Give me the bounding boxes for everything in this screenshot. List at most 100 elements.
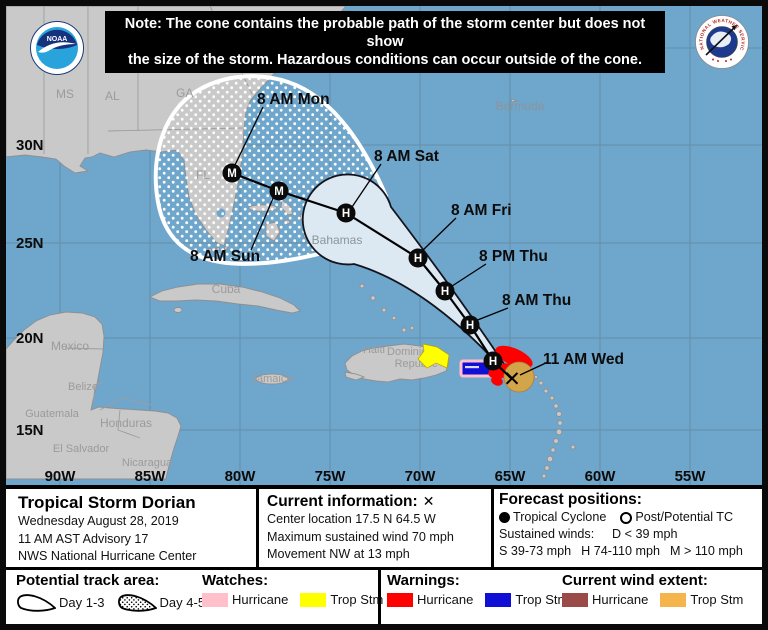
hurricane-watch-swatch [202, 592, 228, 607]
cone-note-banner: Note: The cone contains the probable pat… [105, 11, 665, 73]
track-label-11am-wed: 11 AM Wed [543, 351, 624, 368]
post-potential-tc-label: Post/Potential TC [635, 510, 734, 524]
potential-track-legend: Potential track area: Day 1-3 [16, 572, 205, 612]
storm-title: Tropical Storm Dorian [18, 493, 196, 512]
svg-text:M: M [227, 168, 237, 180]
svg-text:65W: 65W [495, 468, 527, 485]
divider [491, 489, 494, 567]
svg-text:H: H [466, 320, 474, 332]
post-potential-tc-icon [620, 511, 633, 524]
forecast-positions-heading: Forecast positions: [499, 491, 642, 508]
map: MS AL GA SC FL Bermuda Bahamas Cuba Jama… [6, 6, 762, 485]
label-pointer-lines [234, 106, 549, 376]
label-al: AL [105, 89, 120, 103]
svg-text:85W: 85W [135, 468, 167, 485]
forecast-positions-legend: Forecast positions: Tropical Cyclone Pos… [499, 491, 743, 560]
current-information: Current information: ✕ Center location 17… [267, 493, 454, 564]
track-point-8am-mon [222, 163, 242, 183]
label-el-salvador: El Salvador [53, 443, 110, 455]
wind-extent-legend: Current wind extent: Hurricane Trop Stm [562, 572, 743, 607]
land-lesser-antilles [533, 374, 576, 479]
track-label-8am-mon: 8 AM Mon [257, 91, 330, 108]
note-line2: the size of the storm. Hazardous conditi… [127, 52, 642, 68]
label-honduras: Honduras [100, 416, 152, 430]
track-label-8am-thu: 8 AM Thu [502, 292, 571, 309]
current-position-marker: ✕ [503, 367, 521, 391]
movement: Movement NW at 13 mph [267, 547, 410, 561]
track-time-labels: 11 AM Wed 8 AM Thu 8 PM Thu 8 AM Fri 8 A… [190, 91, 624, 368]
label-ga: GA [176, 86, 193, 100]
wind-category-d: D < 39 mph [612, 527, 678, 541]
hurricane-wind-swatch [562, 592, 588, 607]
track-point-8am-sun [269, 181, 289, 201]
day45-label: Day 4-5 [159, 594, 206, 610]
land-jamaica [255, 373, 289, 385]
svg-text:H: H [441, 286, 449, 298]
label-guatemala: Guatemala [25, 408, 80, 420]
label-bermuda: Bermuda [496, 99, 545, 113]
label-haiti: Haiti [363, 344, 385, 356]
storm-date: Wednesday August 28, 2019 [18, 514, 179, 528]
trop-stm-watch-swatch [300, 592, 327, 607]
label-belize: Belize [68, 381, 98, 393]
track-point-8pm-wed [483, 351, 503, 371]
wind-category-m: M > 110 mph [669, 544, 743, 558]
label-mexico: Mexico [51, 339, 89, 353]
land-bermuda [510, 98, 519, 103]
graticule-labels: 30N 25N 20N 15N 90W 85W 80W 75W 70W 65W … [16, 137, 706, 485]
svg-text:55W: 55W [675, 468, 707, 485]
trop-stm-warning-swatch [485, 592, 512, 607]
center-location: Center location 17.5 N 64.5 W [267, 512, 436, 526]
svg-text:75W: 75W [315, 468, 347, 485]
puerto-rico-label-hint [465, 366, 479, 369]
track-label-8am-sat: 8 AM Sat [374, 148, 439, 165]
label-fl: FL [196, 168, 210, 182]
trop-stm-wind-swatch [660, 592, 687, 607]
svg-text:M: M [274, 186, 284, 198]
land-isle-of-youth [173, 307, 183, 313]
trop-stm-warning-label: Trop Stm [515, 592, 569, 607]
track-label-8pm-thu: 8 PM Thu [479, 248, 548, 265]
info-panel: Tropical Storm Dorian Wednesday August 2… [6, 485, 762, 624]
current-wind-extent-trop-stm [503, 361, 535, 393]
svg-text:H: H [342, 208, 350, 220]
note-line1: Note: The cone contains the probable pat… [124, 16, 646, 50]
trop-stm-watch-label: Trop Stm [330, 592, 384, 607]
svg-text:70W: 70W [405, 468, 437, 485]
wind-category-h: H 74-110 mph [581, 544, 660, 558]
svg-text:15N: 15N [16, 422, 44, 439]
label-bahamas: Bahamas [312, 233, 363, 247]
divider [378, 570, 381, 624]
hurricane-watch-label: Hurricane [232, 592, 289, 607]
label-nicaragua: Nicaragua [122, 457, 173, 469]
label-cuba: Cuba [212, 282, 241, 296]
label-jamaica: Jamaica [252, 373, 294, 385]
warnings-heading: Warnings: [387, 572, 460, 589]
current-position-icon: ✕ [422, 494, 435, 510]
day13-label: Day 1-3 [59, 594, 105, 610]
watch-trop-stm-area [417, 343, 450, 369]
potential-track-heading: Potential track area: [16, 572, 160, 589]
noaa-logo: NOAA [30, 21, 84, 75]
svg-text:H: H [489, 356, 497, 368]
label-ms: MS [56, 87, 74, 101]
svg-text:20N: 20N [16, 330, 44, 347]
wind-extent-heading: Current wind extent: [562, 572, 708, 589]
forecast-position-markers: H H H H H M M ✕ [222, 163, 521, 391]
track-label-8am-fri: 8 AM Fri [451, 202, 512, 219]
hurricane-warning-label: Hurricane [417, 592, 474, 607]
svg-text:NOAA: NOAA [47, 36, 68, 43]
track-point-8am-thu [460, 315, 480, 335]
storm-agency: NWS National Hurricane Center [18, 549, 197, 563]
sustained-winds-label: Sustained winds: [499, 527, 595, 541]
storm-info: Tropical Storm Dorian Wednesday August 2… [18, 493, 196, 566]
current-info-heading: Current information: [267, 493, 418, 510]
hurricane-wind-label: Hurricane [592, 592, 649, 607]
max-sustained-wind: Maximum sustained wind 70 mph [267, 529, 454, 544]
tropical-cyclone-label: Tropical Cyclone [513, 510, 607, 524]
svg-text:30N: 30N [16, 137, 44, 154]
track-point-8am-fri [408, 248, 428, 268]
track-label-8am-sun: 8 AM Sun [190, 248, 260, 265]
day13-cone-icon [17, 594, 56, 612]
